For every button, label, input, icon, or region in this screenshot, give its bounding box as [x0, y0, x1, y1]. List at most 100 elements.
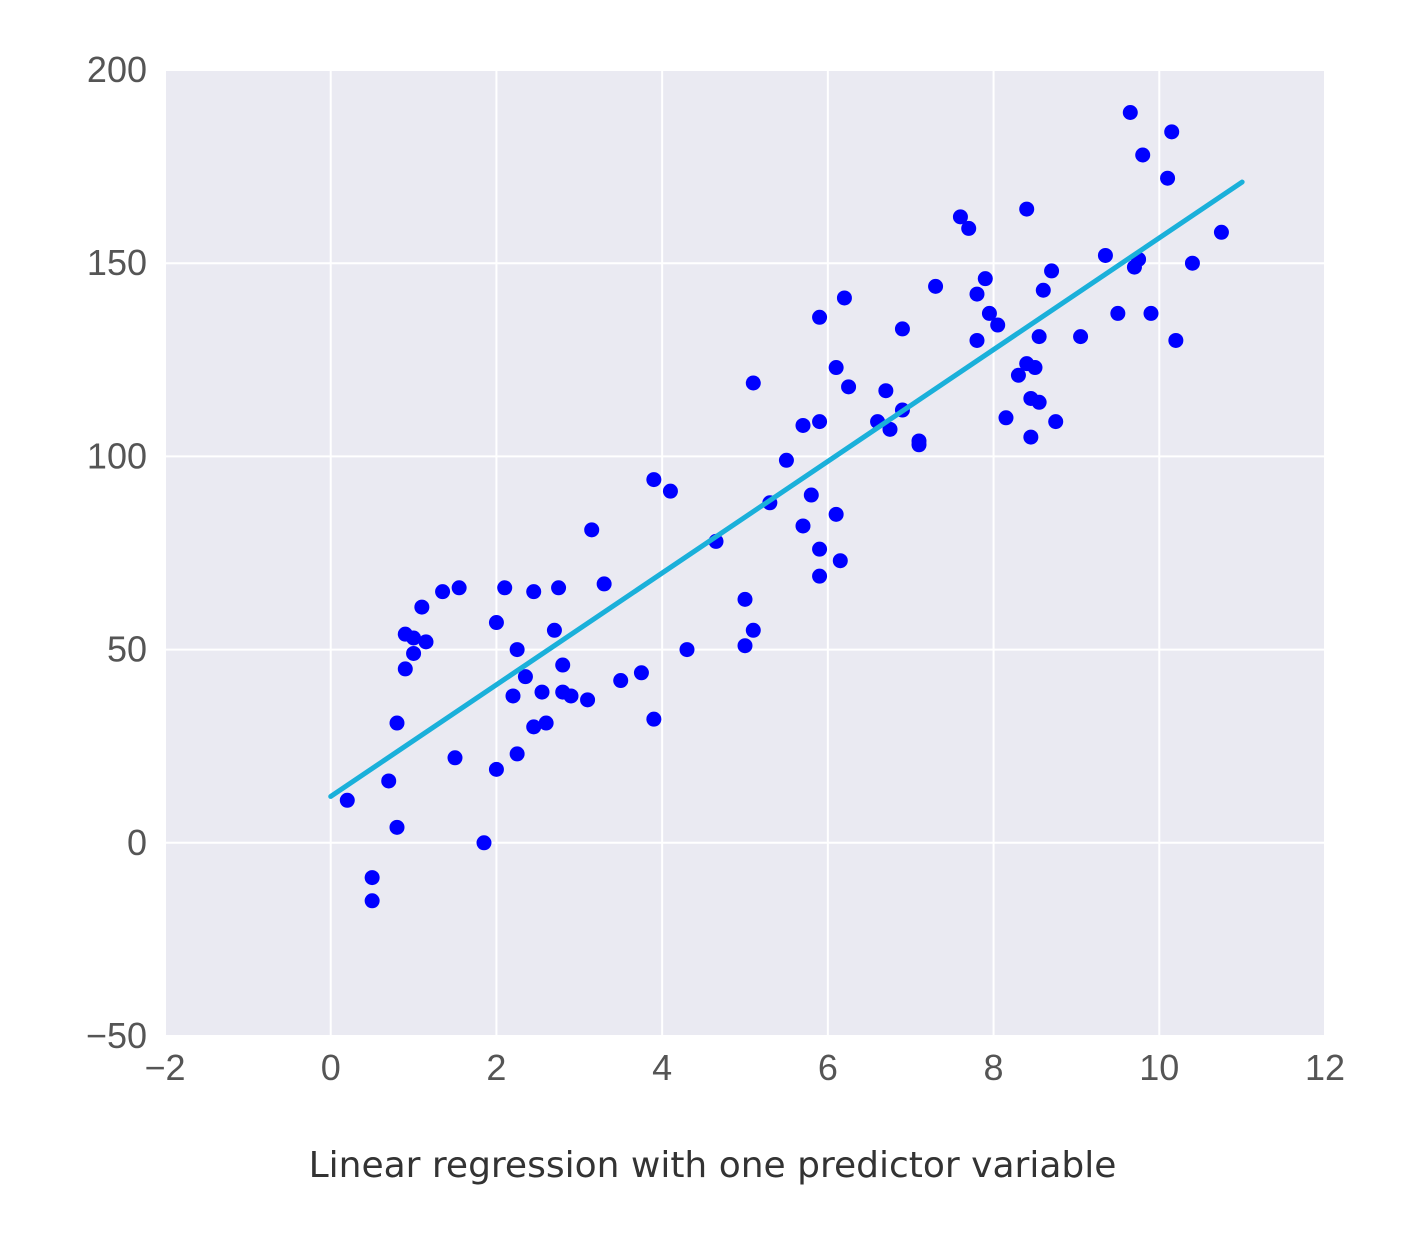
x-tick-label: 8: [984, 1047, 1004, 1088]
data-point: [795, 518, 811, 534]
data-point: [1048, 414, 1064, 430]
data-point: [745, 375, 761, 391]
data-point: [555, 657, 571, 673]
y-tick-label: 50: [107, 629, 147, 670]
x-tick-label: 10: [1139, 1047, 1179, 1088]
data-point: [414, 599, 430, 615]
data-point: [435, 584, 451, 600]
data-point: [894, 321, 910, 337]
data-point: [1035, 282, 1051, 298]
data-point: [952, 209, 968, 225]
data-point: [1184, 255, 1200, 271]
x-tick-label: 6: [818, 1047, 838, 1088]
data-point: [476, 835, 492, 851]
data-point: [397, 661, 413, 677]
y-axis-ticks: −50 0 50 100 150 200: [86, 49, 147, 1056]
data-point: [1143, 305, 1159, 321]
data-point: [526, 584, 542, 600]
data-point: [981, 305, 997, 321]
x-tick-label: 12: [1305, 1047, 1345, 1088]
data-point: [526, 719, 542, 735]
data-points: [339, 105, 1229, 909]
data-point: [828, 506, 844, 522]
data-point: [737, 638, 753, 654]
data-point: [1213, 224, 1229, 240]
data-point: [381, 773, 397, 789]
data-point: [1044, 263, 1060, 279]
data-point: [998, 410, 1014, 426]
data-point: [364, 870, 380, 886]
x-axis-ticks: −2 0 2 4 6 8 10 12: [144, 1047, 1345, 1088]
data-point: [497, 580, 513, 596]
data-point: [841, 379, 857, 395]
data-point: [969, 332, 985, 348]
data-point: [534, 684, 550, 700]
data-point: [803, 487, 819, 503]
plot-area: [165, 70, 1325, 1036]
data-point: [584, 522, 600, 538]
data-point: [546, 622, 562, 638]
y-tick-label: 150: [87, 242, 147, 283]
data-point: [812, 541, 828, 557]
data-point: [633, 665, 649, 681]
data-point: [832, 553, 848, 569]
data-point: [679, 642, 695, 658]
data-point: [928, 278, 944, 294]
data-point: [646, 711, 662, 727]
data-point: [977, 271, 993, 287]
data-point: [662, 483, 678, 499]
data-point: [389, 715, 405, 731]
x-tick-label: 4: [652, 1047, 672, 1088]
data-point: [1023, 429, 1039, 445]
data-point: [389, 819, 405, 835]
data-point: [1031, 394, 1047, 410]
data-point: [563, 688, 579, 704]
regression-chart: −50 0 50 100 150 200 −2 0 2 4 6 8 10 12: [86, 49, 1345, 1088]
data-point: [1160, 170, 1176, 186]
data-point: [613, 673, 629, 689]
data-point: [1019, 201, 1035, 217]
data-point: [911, 437, 927, 453]
data-point: [1122, 105, 1138, 121]
figure-caption: Linear regression with one predictor var…: [308, 1145, 1117, 1186]
data-point: [1164, 124, 1180, 140]
data-point: [1110, 305, 1126, 321]
data-point: [447, 750, 463, 766]
data-point: [1097, 247, 1113, 263]
data-point: [580, 692, 596, 708]
data-point: [1073, 329, 1089, 345]
data-point: [451, 580, 467, 596]
data-point: [364, 893, 380, 909]
data-point: [538, 715, 554, 731]
data-point: [778, 452, 794, 468]
data-point: [969, 286, 985, 302]
data-point: [795, 417, 811, 433]
y-tick-label: 100: [87, 435, 147, 476]
data-point: [418, 634, 434, 650]
data-point: [1010, 367, 1026, 383]
x-tick-label: 2: [486, 1047, 506, 1088]
data-point: [737, 591, 753, 607]
data-point: [1135, 147, 1151, 163]
data-point: [488, 615, 504, 631]
data-point: [961, 220, 977, 236]
data-point: [836, 290, 852, 306]
x-tick-label: −2: [144, 1047, 185, 1088]
data-point: [812, 414, 828, 430]
data-point: [882, 421, 898, 437]
data-point: [1031, 329, 1047, 345]
data-point: [990, 317, 1006, 333]
data-point: [488, 761, 504, 777]
data-point: [1168, 332, 1184, 348]
data-point: [1027, 360, 1043, 376]
data-point: [339, 792, 355, 808]
data-point: [878, 383, 894, 399]
data-point: [509, 746, 525, 762]
data-point: [596, 576, 612, 592]
data-point: [509, 642, 525, 658]
x-tick-label: 0: [321, 1047, 341, 1088]
data-point: [505, 688, 521, 704]
data-point: [812, 309, 828, 325]
regression-line: [328, 179, 1245, 799]
y-tick-label: 0: [127, 822, 147, 863]
